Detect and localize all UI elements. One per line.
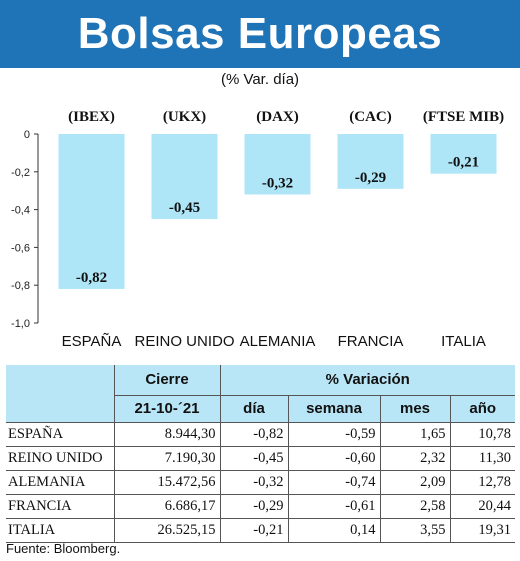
country-cell: ESPAÑA	[6, 421, 114, 446]
source-note: Fuente: Bloomberg.	[6, 541, 121, 556]
anio-cell: 11,30	[449, 445, 515, 470]
y-tick-label: -0,4	[11, 205, 30, 217]
data-label: -0,21	[448, 155, 479, 171]
index-label: (FTSE MIB)	[423, 109, 504, 125]
category-label: ESPAÑA	[62, 333, 122, 350]
data-table-container: Cierre % Variación 21-10-´21 día semana …	[6, 365, 515, 543]
country-cell: ITALIA	[6, 517, 114, 543]
table-row: FRANCIA 6.686,17 -0,29 -0,61 2,58 20,44	[6, 493, 515, 518]
category-label: ITALIA	[441, 333, 486, 350]
index-label: (DAX)	[256, 109, 299, 125]
bar	[151, 134, 218, 220]
dia-cell: -0,21	[219, 517, 288, 543]
dia-cell: -0,82	[219, 421, 288, 446]
category-label: ALEMANIA	[240, 333, 316, 350]
country-cell: REINO UNIDO	[6, 445, 114, 470]
data-label: -0,32	[262, 175, 293, 191]
y-tick-label: -1,0	[11, 318, 30, 330]
anio-cell: 20,44	[449, 493, 515, 518]
mes-cell: 2,58	[379, 493, 450, 518]
semana-cell: -0,59	[287, 421, 380, 446]
bar	[244, 134, 311, 195]
index-label: (IBEX)	[68, 109, 115, 125]
index-label: (CAC)	[349, 109, 392, 125]
date-header: 21-10-´21	[113, 394, 220, 422]
cierre-cell: 8.944,30	[113, 421, 220, 446]
anio-cell: 10,78	[449, 421, 515, 446]
y-tick-label: -0,2	[11, 167, 30, 179]
mes-cell: 3,55	[379, 517, 450, 543]
semana-cell: 0,14	[287, 517, 380, 543]
semana-cell: -0,60	[287, 445, 380, 470]
anio-cell: 12,78	[449, 469, 515, 494]
data-label: -0,29	[355, 170, 386, 186]
title-banner: Bolsas Europeas	[0, 0, 520, 68]
country-cell: FRANCIA	[6, 493, 114, 518]
table-row: ALEMANIA 15.472,56 -0,32 -0,74 2,09 12,7…	[6, 469, 515, 494]
anio-header: año	[449, 394, 515, 422]
mes-cell: 1,65	[379, 421, 450, 446]
mes-cell: 2,09	[379, 469, 450, 494]
cierre-cell: 26.525,15	[113, 517, 220, 543]
y-tick-label: -0,6	[11, 242, 30, 254]
variacion-header: % Variación	[219, 365, 515, 395]
y-tick-label: -0,8	[11, 280, 30, 292]
mes-cell: 2,32	[379, 445, 450, 470]
chart-subtitle: (% Var. día)	[220, 71, 300, 88]
anio-cell: 19,31	[449, 517, 515, 543]
y-tick-label: 0	[24, 129, 30, 141]
country-cell: ALEMANIA	[6, 469, 114, 494]
category-label: REINO UNIDO	[134, 333, 234, 350]
data-label: -0,82	[76, 270, 107, 286]
cierre-cell: 6.686,17	[113, 493, 220, 518]
cierre-cell: 15.472,56	[113, 469, 220, 494]
corner-header	[6, 365, 114, 395]
bar	[337, 134, 404, 189]
data-label: -0,45	[169, 200, 200, 216]
table-row: ESPAÑA 8.944,30 -0,82 -0,59 1,65 10,78	[6, 421, 515, 446]
index-label: (UKX)	[163, 109, 206, 125]
table-row: REINO UNIDO 7.190,30 -0,45 -0,60 2,32 11…	[6, 445, 515, 470]
corner-header-2	[6, 395, 114, 422]
semana-header: semana	[287, 394, 380, 422]
cierre-header: Cierre	[113, 365, 220, 395]
dia-header: día	[219, 394, 288, 422]
markets-table: Cierre % Variación 21-10-´21 día semana …	[6, 365, 515, 543]
page-title: Bolsas Europeas	[77, 9, 443, 58]
dia-cell: -0,29	[219, 493, 288, 518]
bar	[430, 134, 497, 174]
cierre-cell: 7.190,30	[113, 445, 220, 470]
dia-cell: -0,45	[219, 445, 288, 470]
dia-cell: -0,32	[219, 469, 288, 494]
table-row: ITALIA 26.525,15 -0,21 0,14 3,55 19,31	[6, 517, 515, 543]
semana-cell: -0,74	[287, 469, 380, 494]
category-label: FRANCIA	[338, 333, 404, 350]
bar	[58, 134, 125, 289]
bar-chart: 0 -0,2 -0,4 -0,6 -0,8 -1,0 (IBEX) -0,82 ESPAÑA (U…	[11, 109, 504, 350]
semana-cell: -0,61	[287, 493, 380, 518]
mes-header: mes	[379, 394, 450, 422]
